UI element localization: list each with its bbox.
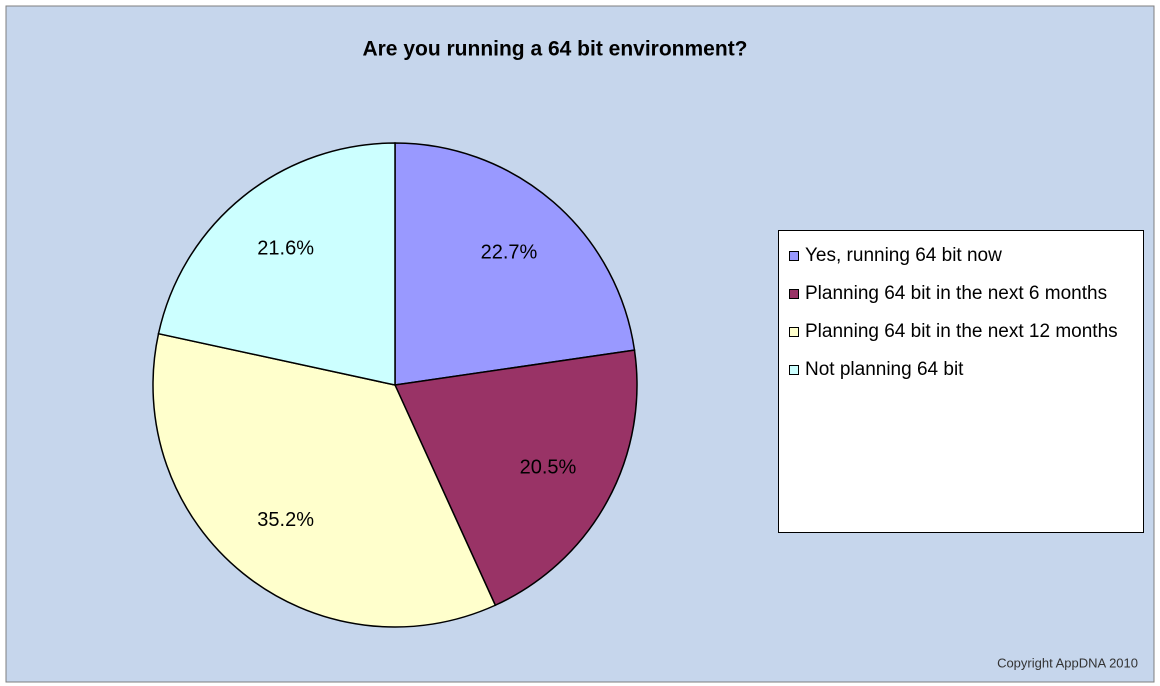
- legend-swatch: [789, 289, 799, 299]
- legend-entry: Not planning 64 bit: [789, 359, 1133, 381]
- data-label: 22.7%: [481, 242, 538, 264]
- data-label: 21.6%: [257, 238, 314, 260]
- chart-title: Are you running a 64 bit environment?: [362, 38, 747, 61]
- pie-slice: [394, 142, 636, 386]
- legend-entry: Yes, running 64 bit now: [789, 245, 1133, 267]
- legend-swatch: [789, 327, 799, 337]
- pie-slice: [152, 332, 497, 628]
- legend-label: Planning 64 bit in the next 6 months: [805, 283, 1108, 304]
- legend-label: Not planning 64 bit: [805, 359, 964, 380]
- data-label: 20.5%: [520, 457, 577, 479]
- data-label: 35.2%: [257, 509, 314, 531]
- legend-entry: Planning 64 bit in the next 6 months: [789, 283, 1133, 305]
- legend-swatch: [789, 251, 799, 261]
- legend-label: Planning 64 bit in the next 12 months: [805, 321, 1118, 342]
- legend-label: Yes, running 64 bit now: [805, 245, 1002, 266]
- pie-slice: [393, 349, 638, 607]
- legend-entry: Planning 64 bit in the next 12 months: [789, 321, 1133, 343]
- legend-swatch: [789, 365, 799, 375]
- pie-slice: [157, 142, 396, 386]
- copyright: Copyright AppDNA 2010: [997, 655, 1138, 670]
- legend: Yes, running 64 bit now Planning 64 bit i…: [778, 230, 1144, 533]
